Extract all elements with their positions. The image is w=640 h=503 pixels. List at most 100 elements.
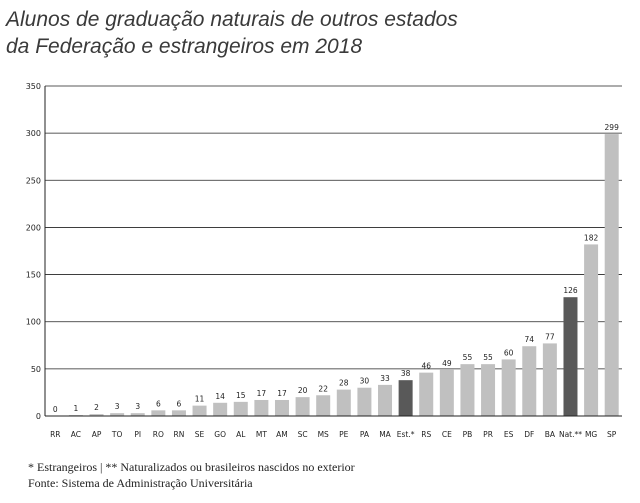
- x-label-est: Est.*: [397, 430, 415, 439]
- value-label-pa: 30: [360, 377, 370, 386]
- bar-pe: [336, 389, 351, 416]
- value-label-ms: 22: [318, 384, 328, 393]
- x-label-se: SE: [195, 430, 205, 439]
- y-tick-200: 200: [26, 223, 41, 232]
- x-label-ac: AC: [71, 430, 81, 439]
- value-label-est: 38: [401, 369, 411, 378]
- value-label-sc: 20: [298, 386, 308, 395]
- bars: [68, 134, 619, 417]
- value-label-rn: 6: [177, 399, 182, 408]
- value-label-ce: 49: [442, 359, 452, 368]
- y-tick-300: 300: [26, 129, 41, 138]
- bar-ce: [439, 369, 454, 416]
- bar-go: [213, 402, 228, 416]
- x-label-ce: CE: [442, 430, 452, 439]
- bar-mg: [584, 244, 599, 416]
- bar-ba: [542, 343, 557, 416]
- value-label-to: 3: [115, 402, 120, 411]
- value-label-se: 11: [195, 395, 205, 404]
- y-tick-150: 150: [26, 271, 41, 280]
- bar-se: [192, 405, 207, 416]
- x-label-pr: PR: [483, 430, 493, 439]
- bar-pi: [130, 413, 145, 416]
- value-label-ap: 2: [94, 403, 99, 412]
- bar-am: [274, 399, 289, 416]
- bar-to: [110, 413, 125, 416]
- value-label-ro: 6: [156, 399, 161, 408]
- x-label-pi: PI: [134, 430, 141, 439]
- bar-df: [522, 346, 537, 416]
- y-tick-0: 0: [36, 412, 41, 421]
- gridlines: [45, 85, 622, 370]
- x-axis-labels: RR AC AP TO PI RO RN SE GO AL MT AM SC MS PE PA MA Est.* R…: [50, 430, 617, 439]
- bar-pr: [481, 364, 496, 416]
- value-label-ac: 1: [74, 404, 79, 413]
- x-label-am: AM: [276, 430, 288, 439]
- x-label-go: GO: [214, 430, 226, 439]
- footnote-legend: * Estrangeiros | ** Naturalizados ou bra…: [28, 460, 355, 474]
- value-label-mt: 17: [257, 389, 267, 398]
- x-label-al: AL: [236, 430, 246, 439]
- bar-rs: [419, 372, 434, 416]
- x-label-sp: SP: [607, 430, 617, 439]
- value-label-rs: 46: [421, 362, 431, 371]
- x-label-sc: SC: [298, 430, 308, 439]
- bar-ms: [316, 395, 331, 416]
- bar-sp: [604, 134, 619, 417]
- x-label-pe: PE: [339, 430, 349, 439]
- chart-title: Alunos de graduação naturais de outros e…: [6, 6, 458, 60]
- bar-mt: [254, 399, 269, 416]
- title-line-1: Alunos de graduação naturais de outros e…: [6, 8, 458, 31]
- bar-ap: [89, 414, 104, 416]
- x-label-ap: AP: [92, 430, 102, 439]
- value-label-sp: 299: [605, 123, 620, 132]
- bar-al: [233, 401, 248, 416]
- x-label-nat: Nat.**: [559, 430, 582, 439]
- value-label-ma: 33: [380, 374, 390, 383]
- bar-ma: [378, 384, 393, 416]
- x-label-mt: MT: [256, 430, 267, 439]
- x-label-pa: PA: [360, 430, 370, 439]
- bar-rn: [171, 410, 186, 416]
- x-label-rr: RR: [50, 430, 60, 439]
- value-label-go: 14: [215, 392, 225, 401]
- title-line-2: da Federação e estrangeiros em 2018: [6, 35, 363, 58]
- x-label-ba: BA: [545, 430, 556, 439]
- bar-ro: [151, 410, 166, 416]
- x-label-mg: MG: [585, 430, 597, 439]
- value-label-df: 74: [524, 335, 534, 344]
- x-label-ms: MS: [318, 430, 329, 439]
- y-tick-250: 250: [26, 176, 41, 185]
- value-label-rr: 0: [53, 405, 58, 414]
- x-label-ro: RO: [153, 430, 164, 439]
- value-label-nat: 126: [563, 286, 578, 295]
- bar-sc: [295, 397, 310, 416]
- value-label-pi: 3: [135, 402, 140, 411]
- bar-pb: [460, 364, 475, 416]
- value-label-mg: 182: [584, 233, 599, 242]
- y-tick-100: 100: [26, 318, 41, 327]
- x-label-ma: MA: [379, 430, 391, 439]
- bar-est: [398, 380, 413, 416]
- x-label-df: DF: [524, 430, 534, 439]
- y-tick-50: 50: [31, 365, 41, 374]
- x-label-rs: RS: [421, 430, 431, 439]
- value-label-am: 17: [277, 389, 287, 398]
- x-label-rn: RN: [174, 430, 185, 439]
- bar-es: [501, 359, 516, 416]
- x-label-to: TO: [111, 430, 123, 439]
- y-axis-ticks: 0 50 100 150 200 250 300 350: [26, 82, 41, 421]
- value-label-pr: 55: [483, 353, 493, 362]
- y-tick-350: 350: [26, 82, 41, 91]
- value-label-al: 15: [236, 391, 246, 400]
- value-label-pb: 55: [463, 353, 473, 362]
- x-label-pb: PB: [463, 430, 473, 439]
- value-label-ba: 77: [545, 332, 555, 341]
- x-label-es: ES: [504, 430, 514, 439]
- bar-nat: [563, 297, 578, 416]
- value-label-es: 60: [504, 348, 514, 357]
- bar-pa: [357, 387, 372, 416]
- footnote-source: Fonte: Sistema de Administração Universi…: [28, 476, 253, 490]
